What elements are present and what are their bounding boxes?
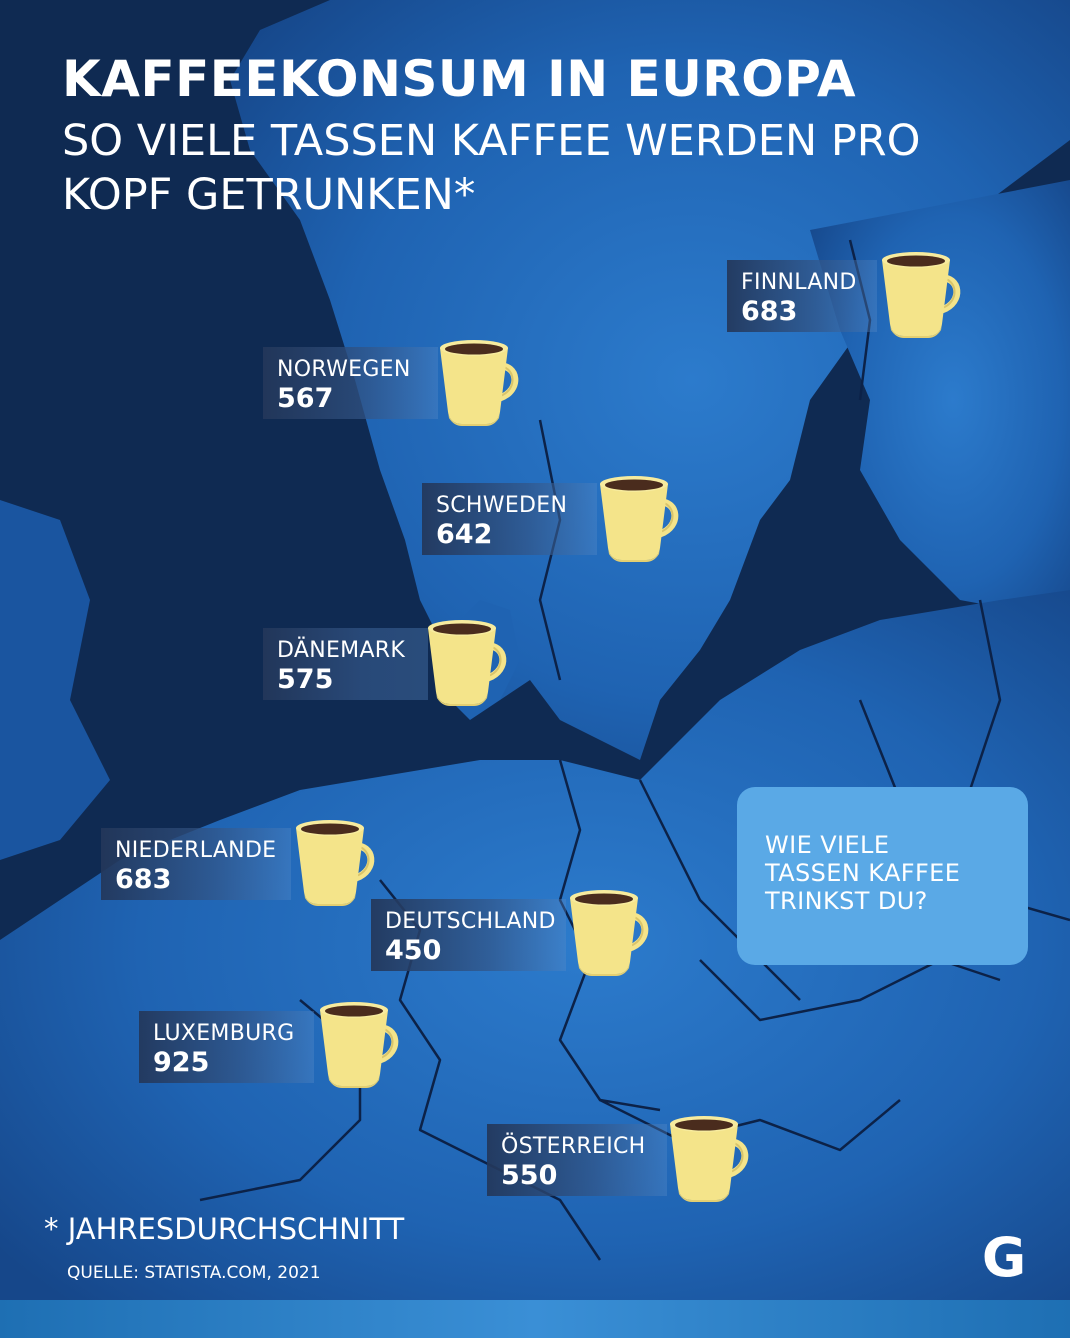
country-label-luxemburg: LUXEMBURG 925 (139, 1011, 314, 1083)
country-value: 642 (436, 519, 493, 550)
source-credit: QUELLE: STATISTA.COM, 2021 (67, 1263, 321, 1283)
uk-landmass (0, 500, 110, 860)
country-label-finnland: FINNLAND 683 (727, 260, 877, 332)
coffee-cup-icon (872, 244, 968, 340)
country-value: 683 (115, 864, 172, 895)
country-value: 567 (277, 383, 334, 414)
country-name: LUXEMBURG (153, 1021, 295, 1046)
country-value: 925 (153, 1047, 210, 1078)
page-title: KAFFEEKONSUM IN EUROPA (62, 50, 857, 108)
coffee-cup-icon (430, 332, 526, 428)
coffee-cup-icon (590, 468, 686, 564)
country-value: 550 (501, 1160, 558, 1191)
country-label-deutschland: DEUTSCHLAND 450 (371, 899, 566, 971)
country-value: 683 (741, 296, 798, 327)
country-name: FINNLAND (741, 270, 857, 295)
coffee-cup-icon (660, 1108, 756, 1204)
country-name: DEUTSCHLAND (385, 909, 556, 934)
coffee-cup-icon (310, 994, 406, 1090)
g-logo-icon: G (982, 1227, 1026, 1285)
scandinavia-landmass (230, 0, 1070, 760)
question-bubble: WIE VIELE TASSEN KAFFEE TRINKST DU? (737, 787, 1028, 965)
logo-letter: G (982, 1227, 1026, 1285)
country-name: NIEDERLANDE (115, 838, 277, 863)
coffee-cup-icon (418, 612, 514, 708)
footnote: * JAHRESDURCHSCHNITT (44, 1212, 405, 1246)
country-label-daenemark: DÄNEMARK 575 (263, 628, 428, 700)
coffee-cup-icon (560, 882, 656, 978)
country-name: ÖSTERREICH (501, 1134, 646, 1159)
country-label-schweden: SCHWEDEN 642 (422, 483, 597, 555)
country-value: 450 (385, 935, 442, 966)
page-subtitle: SO VIELE TASSEN KAFFEE WERDEN PRO KOPF G… (62, 116, 921, 220)
country-label-oesterreich: ÖSTERREICH 550 (487, 1124, 667, 1196)
country-name: DÄNEMARK (277, 638, 406, 663)
country-name: SCHWEDEN (436, 493, 568, 518)
country-value: 575 (277, 664, 334, 695)
country-name: NORWEGEN (277, 357, 411, 382)
coffee-cup-icon (286, 812, 382, 908)
question-text: WIE VIELE TASSEN KAFFEE TRINKST DU? (765, 831, 961, 915)
country-label-norwegen: NORWEGEN 567 (263, 347, 438, 419)
bottom-bar (0, 1300, 1070, 1338)
country-label-niederlande: NIEDERLANDE 683 (101, 828, 291, 900)
